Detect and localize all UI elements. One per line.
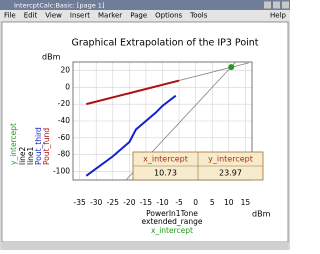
y-tick-label: -100: [53, 167, 70, 176]
y-tick-label: -40: [58, 116, 70, 125]
legend-entry: line1: [26, 146, 35, 165]
y-tick-label: 0: [65, 82, 70, 91]
x-label: PowerIn1Tone: [146, 209, 198, 218]
x-tick-label: 5: [210, 198, 215, 207]
x-tick-label: -5: [175, 198, 183, 207]
y-tick-label: 20: [60, 65, 70, 74]
table-cell: 10.73: [154, 169, 177, 178]
menu-item[interactable]: Marker: [98, 12, 122, 20]
x-tick-label: 0: [193, 198, 198, 207]
x-unit: dBm: [252, 210, 271, 219]
menu-item[interactable]: Edit: [24, 12, 38, 20]
intercept-point: [228, 64, 235, 71]
plot-title: Graphical Extrapolation of the IP3 Point: [71, 38, 258, 49]
x-label: extended_range: [142, 217, 203, 226]
menu-item[interactable]: File: [4, 12, 16, 20]
app-window: IntercptCalc:Basic: [page 1] File Edit Vie…: [0, 0, 290, 250]
legend-entry: y_intercept: [9, 123, 18, 165]
table-header: y_intercept: [208, 155, 253, 164]
series-line: [85, 94, 177, 177]
x-tick-label: -30: [90, 198, 102, 207]
legend-entry: line2: [18, 146, 27, 165]
table-header: x_intercept: [143, 155, 188, 164]
y-tick-label: -60: [58, 133, 70, 142]
menu-bar: [0, 10, 290, 21]
menu-item[interactable]: Insert: [70, 12, 90, 20]
y-tick-label: -20: [58, 99, 70, 108]
menu-item[interactable]: Help: [270, 12, 287, 20]
x-tick-label: -15: [140, 198, 152, 207]
close-button[interactable]: [282, 1, 289, 9]
x-label-marker: x_intercept: [151, 226, 193, 235]
window-title: IntercptCalc:Basic: [page 1]: [14, 2, 104, 10]
minimize-button[interactable]: [264, 1, 271, 9]
plot: -100 -80 -60 -40 -20 0 20 -35 -30 -25 -20 -15 -10 -5 0…: [9, 61, 264, 207]
menu-item[interactable]: Options: [155, 12, 182, 20]
maximize-button[interactable]: [273, 1, 280, 9]
x-tick-label: 15: [241, 198, 251, 207]
menu-item[interactable]: View: [45, 12, 62, 20]
y-tick-label: -80: [58, 150, 70, 159]
menu-item[interactable]: Page: [130, 12, 147, 20]
x-tick-label: -20: [123, 198, 135, 207]
legend-entry: Pout_third: [34, 127, 43, 165]
x-tick-label: -25: [107, 198, 119, 207]
table-cell: 23.97: [219, 169, 242, 178]
x-tick-label: 10: [224, 198, 234, 207]
status-bar: [2, 242, 288, 250]
series-line: [86, 79, 180, 106]
x-tick-label: -10: [156, 198, 168, 207]
title-bar: [0, 0, 290, 10]
x-tick-label: -35: [74, 198, 86, 207]
page-area: [1, 21, 289, 243]
menu: File Edit View Insert Marker Page Options Tools: [4, 12, 208, 20]
menu-item[interactable]: Tools: [189, 12, 208, 20]
y-unit: dBm: [42, 53, 61, 62]
legend-entry: Pout_fund: [42, 128, 51, 165]
